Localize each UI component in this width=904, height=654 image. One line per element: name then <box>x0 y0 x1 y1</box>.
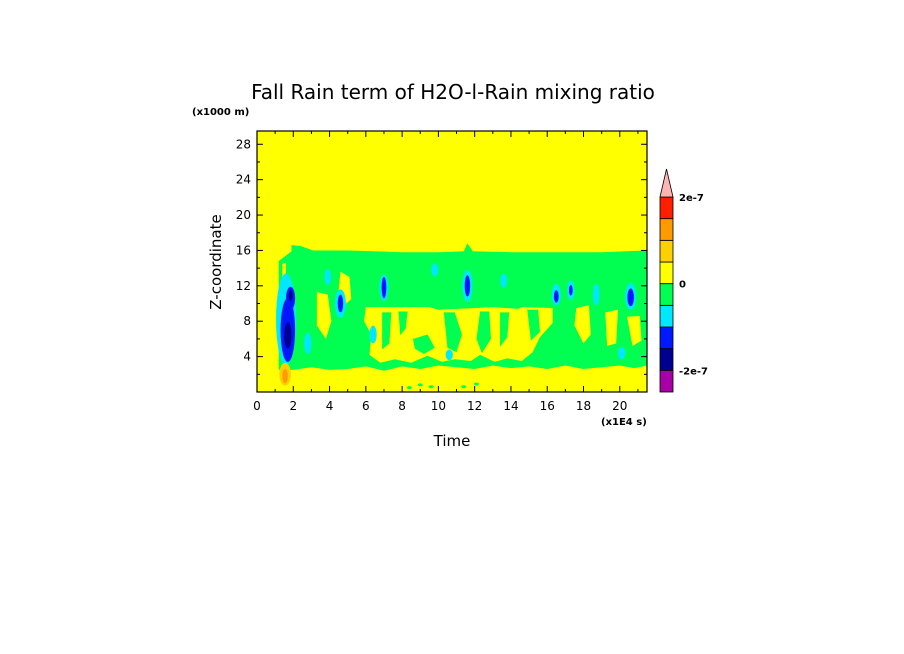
green-speck <box>473 382 479 386</box>
cyan-patch <box>304 332 312 354</box>
x-tick-label: 16 <box>540 399 555 413</box>
cyan-patch <box>431 263 439 277</box>
y-axis-label: Z-coordinate <box>207 214 225 309</box>
plot-frame <box>256 130 648 393</box>
y-tick-label: 24 <box>236 173 251 187</box>
blue-core <box>381 276 387 299</box>
green-speck <box>417 383 423 387</box>
y-tick-label: 16 <box>236 243 251 257</box>
colorbar-extension <box>659 168 674 198</box>
cyan-patch <box>592 284 600 306</box>
green-tendril <box>398 311 408 336</box>
y-tick-label: 8 <box>243 314 251 328</box>
green-tendril <box>413 334 435 354</box>
x-tick-label: 10 <box>431 399 446 413</box>
y-tick-label: 20 <box>236 208 251 222</box>
y-tick-label: 4 <box>243 350 251 364</box>
colorbar-label: 2e-7 <box>679 193 704 204</box>
plot-area <box>256 130 648 393</box>
x-tick-label: 4 <box>326 399 334 413</box>
colorbar-level <box>659 304 674 328</box>
colorbar-level <box>659 218 674 241</box>
blue-core <box>569 284 573 296</box>
colorbar-level <box>659 196 674 220</box>
blue-core <box>553 290 559 303</box>
y-axis-unit: (x1000 m) <box>192 107 249 118</box>
colorbar: 2e-7 0 -2e-7 <box>659 168 708 393</box>
cyan-patch <box>617 346 626 360</box>
colorbar-level <box>659 283 674 306</box>
positive-core <box>282 368 288 384</box>
x-axis-ticks: 0 2 4 6 8 10 12 14 16 18 20 <box>253 131 639 413</box>
chart-title: Fall Rain term of H2O-l-Rain mixing rati… <box>251 80 655 104</box>
green-speck <box>461 385 467 389</box>
colorbar-label: -2e-7 <box>679 366 708 377</box>
cyan-patch <box>500 273 507 288</box>
green-tendril <box>382 312 392 350</box>
green-speck <box>406 386 412 390</box>
cyan-patch <box>445 349 453 361</box>
x-tick-label: 12 <box>467 399 482 413</box>
x-tick-label: 18 <box>576 399 591 413</box>
x-axis-label: Time <box>433 432 471 450</box>
blue-core <box>337 294 344 313</box>
x-tick-label: 2 <box>289 399 297 413</box>
y-tick-label: 12 <box>236 279 251 293</box>
x-tick-label: 14 <box>503 399 518 413</box>
yellow-gap <box>316 292 332 339</box>
cyan-patch <box>369 325 377 344</box>
x-tick-label: 0 <box>253 399 261 413</box>
yellow-gap <box>627 315 642 346</box>
y-tick-label: 28 <box>236 137 251 151</box>
blue-core <box>627 288 634 307</box>
green-tendril <box>443 312 462 353</box>
green-tendril <box>476 311 491 354</box>
green-tendril <box>527 309 540 341</box>
x-tick-label: 8 <box>398 399 406 413</box>
x-tick-label: 20 <box>612 399 627 413</box>
contour-field <box>257 131 647 392</box>
green-speck <box>428 385 434 389</box>
x-axis-unit: (x1E4 s) <box>601 417 647 428</box>
cyan-patch <box>324 269 332 285</box>
colorbar-level <box>659 369 674 393</box>
blue-core <box>464 275 471 297</box>
colorbar-level <box>659 348 674 371</box>
colorbar-level <box>659 239 674 263</box>
colorbar-level <box>659 261 674 285</box>
navy-core <box>284 322 292 349</box>
y-axis-ticks: 4 8 12 16 20 24 28 <box>236 137 647 375</box>
x-tick-label: 6 <box>362 399 370 413</box>
navy-core <box>288 290 293 301</box>
colorbar-label: 0 <box>679 280 686 291</box>
green-tendril <box>500 312 510 347</box>
yellow-gap <box>605 309 618 346</box>
colorbar-level <box>659 326 674 350</box>
yellow-gap <box>574 305 591 344</box>
